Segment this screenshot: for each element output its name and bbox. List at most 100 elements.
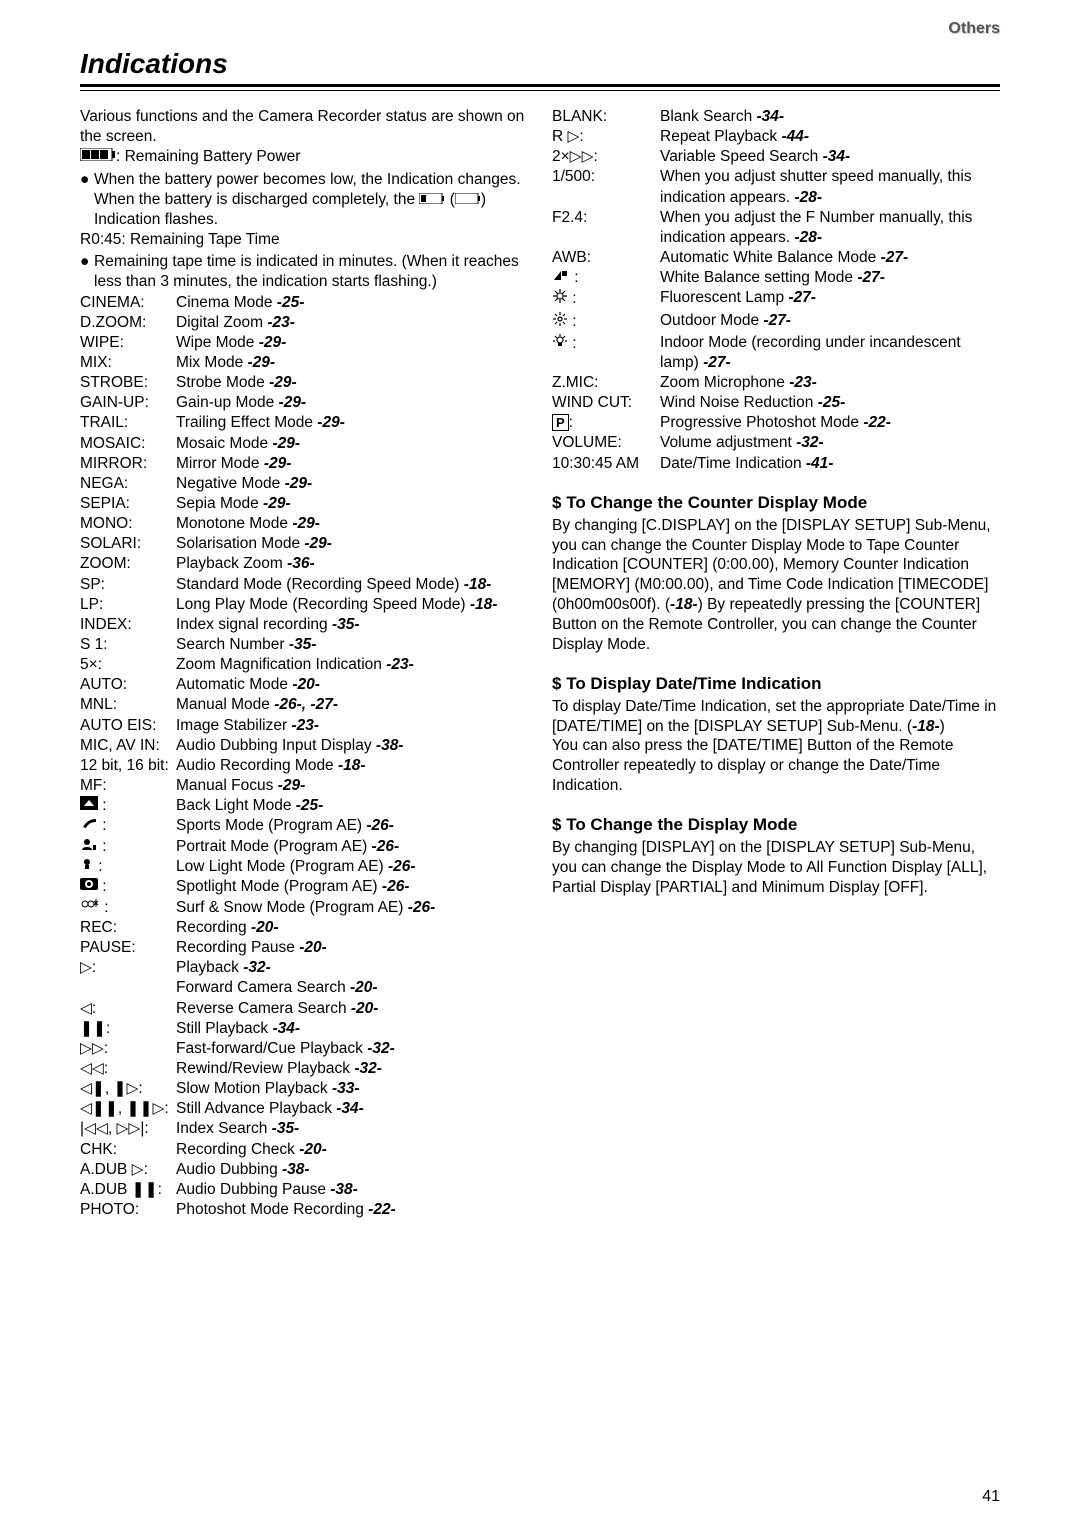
stilladv-icon: ◁❚❚, ❚❚▷: xyxy=(80,1099,176,1119)
indication-desc: Audio Dubbing Input Display -38- xyxy=(176,736,528,756)
indication-label: MOSAIC: xyxy=(80,434,176,454)
indication-desc: White Balance setting Mode -27- xyxy=(660,268,1000,288)
indication-row: :Spotlight Mode (Program AE) -26- xyxy=(80,877,528,897)
outdoor-icon: : xyxy=(552,311,660,333)
indication-row: MONO:Monotone Mode -29- xyxy=(80,514,528,534)
indication-label: MIX: xyxy=(80,353,176,373)
indication-label: SEPIA: xyxy=(80,494,176,514)
indication-label: 10:30:45 AM xyxy=(552,454,660,474)
indication-desc: Automatic Mode -20- xyxy=(176,675,528,695)
indication-row: A.DUB ▷:Audio Dubbing -38- xyxy=(80,1160,528,1180)
indication-row: ◁❚❚, ❚❚▷:Still Advance Playback -34- xyxy=(80,1099,528,1119)
indication-row: Z.MIC:Zoom Microphone -23- xyxy=(552,373,1000,393)
indication-label: CINEMA: xyxy=(80,293,176,313)
indication-desc: Zoom Microphone -23- xyxy=(660,373,1000,393)
indication-desc: Negative Mode -29- xyxy=(176,474,528,494)
indication-row: BLANK:Blank Search -34- xyxy=(552,107,1000,127)
indication-desc: Monotone Mode -29- xyxy=(176,514,528,534)
battery-icon xyxy=(80,147,116,167)
indication-desc: Index Search -35- xyxy=(176,1119,528,1139)
indication-label: 5×: xyxy=(80,655,176,675)
indication-label: INDEX: xyxy=(80,615,176,635)
indication-row: MOSAIC:Mosaic Mode -29- xyxy=(80,434,528,454)
indication-desc: Slow Motion Playback -33- xyxy=(176,1079,528,1099)
indication-desc: Standard Mode (Recording Speed Mode) -18… xyxy=(176,575,528,595)
spotlight-icon: : xyxy=(80,877,176,897)
indication-row: MIRROR:Mirror Mode -29- xyxy=(80,454,528,474)
indication-label: MIRROR: xyxy=(80,454,176,474)
indication-label: 12 bit, 16 bit: xyxy=(80,756,176,776)
battery-label: : Remaining Battery Power xyxy=(116,148,300,165)
indication-row: :Surf & Snow Mode (Program AE) -26- xyxy=(80,898,528,918)
indication-row: MIC, AV IN:Audio Dubbing Input Display -… xyxy=(80,736,528,756)
indication-row: 1/500:When you adjust shutter speed manu… xyxy=(552,167,1000,207)
title-underline xyxy=(80,84,1000,91)
indication-label: A.DUB ▷: xyxy=(80,1160,176,1180)
indication-row: TRAIL:Trailing Effect Mode -29- xyxy=(80,413,528,433)
indication-label: WIND CUT: xyxy=(552,393,660,413)
indication-desc: Surf & Snow Mode (Program AE) -26- xyxy=(176,898,528,918)
indication-label: NEGA: xyxy=(80,474,176,494)
indication-desc: Mix Mode -29- xyxy=(176,353,528,373)
indication-desc: Mosaic Mode -29- xyxy=(176,434,528,454)
battery-bullet: When the battery power becomes low, the … xyxy=(94,170,528,231)
indication-desc: Sepia Mode -29- xyxy=(176,494,528,514)
indication-desc: Photoshot Mode Recording -22- xyxy=(176,1200,528,1220)
indication-desc: Image Stabilizer -23- xyxy=(176,716,528,736)
indication-row: :Low Light Mode (Program AE) -26- xyxy=(80,857,528,877)
indication-desc: Solarisation Mode -29- xyxy=(176,534,528,554)
indication-row: 2×▷▷:Variable Speed Search -34- xyxy=(552,147,1000,167)
section-body: By changing [C.DISPLAY] on the [DISPLAY … xyxy=(552,516,1000,655)
indication-row: CHK:Recording Check -20- xyxy=(80,1140,528,1160)
indication-label: MIC, AV IN: xyxy=(80,736,176,756)
indication-desc: Automatic White Balance Mode -27- xyxy=(660,248,1000,268)
indication-label: Z.MIC: xyxy=(552,373,660,393)
backlight-icon: : xyxy=(80,796,176,816)
rev-icon: ◁: xyxy=(80,999,176,1019)
indication-row: ◁❚, ❚▷:Slow Motion Playback -33- xyxy=(80,1079,528,1099)
indication-desc: Index signal recording -35- xyxy=(176,615,528,635)
indication-label: BLANK: xyxy=(552,107,660,127)
indication-label: R ▷: xyxy=(552,127,660,147)
indication-desc: Audio Dubbing Pause -38- xyxy=(176,1180,528,1200)
indication-label: TRAIL: xyxy=(80,413,176,433)
indication-row: D.ZOOM:Digital Zoom -23- xyxy=(80,313,528,333)
slow-icon: ◁❚, ❚▷: xyxy=(80,1079,176,1099)
indication-row: ◁:Reverse Camera Search -20- xyxy=(80,999,528,1019)
indication-desc: Recording Check -20- xyxy=(176,1140,528,1160)
indication-label: LP: xyxy=(80,595,176,615)
pause-icon: ❚❚: xyxy=(80,1019,176,1039)
indication-desc: When you adjust the F Number manually, t… xyxy=(660,208,1000,248)
indication-row: S 1:Search Number -35- xyxy=(80,635,528,655)
indication-desc: Strobe Mode -29- xyxy=(176,373,528,393)
indication-desc: Recording -20- xyxy=(176,918,528,938)
indication-row: AUTO EIS:Image Stabilizer -23- xyxy=(80,716,528,736)
indication-row: :Sports Mode (Program AE) -26- xyxy=(80,816,528,836)
wbset-icon: : xyxy=(552,268,660,288)
indication-row: F2.4:When you adjust the F Number manual… xyxy=(552,208,1000,248)
indication-row: :Indoor Mode (recording under incandesce… xyxy=(552,333,1000,373)
indication-label: REC: xyxy=(80,918,176,938)
section-body: By changing [DISPLAY] on the [DISPLAY SE… xyxy=(552,838,1000,897)
indication-desc: Playback -32- xyxy=(176,958,528,978)
indication-label: F2.4: xyxy=(552,208,660,248)
section-heading: $ To Change the Counter Display Mode xyxy=(552,492,1000,514)
indication-desc: Spotlight Mode (Program AE) -26- xyxy=(176,877,528,897)
indication-desc: Volume adjustment -32- xyxy=(660,433,1000,453)
tape-time-bullet: Remaining tape time is indicated in minu… xyxy=(94,252,528,292)
section-heading: $ To Display Date/Time Indication xyxy=(552,673,1000,695)
battery-empty-icon xyxy=(455,190,481,210)
indexsearch-icon: |◁◁, ▷▷|: xyxy=(80,1119,176,1139)
indication-desc: Fast-forward/Cue Playback -32- xyxy=(176,1039,528,1059)
indication-label: ZOOM: xyxy=(80,554,176,574)
right-column: BLANK:Blank Search -34-R ▷:Repeat Playba… xyxy=(552,107,1000,1220)
indication-desc: Back Light Mode -25- xyxy=(176,796,528,816)
indication-row: ZOOM:Playback Zoom -36- xyxy=(80,554,528,574)
indication-desc: Outdoor Mode -27- xyxy=(660,311,1000,333)
indication-row: |◁◁, ▷▷|:Index Search -35- xyxy=(80,1119,528,1139)
indication-label: MNL: xyxy=(80,695,176,715)
indication-desc: Still Playback -34- xyxy=(176,1019,528,1039)
indication-row: CINEMA:Cinema Mode -25- xyxy=(80,293,528,313)
indication-desc: Audio Recording Mode -18- xyxy=(176,756,528,776)
indication-row: A.DUB ❚❚:Audio Dubbing Pause -38- xyxy=(80,1180,528,1200)
